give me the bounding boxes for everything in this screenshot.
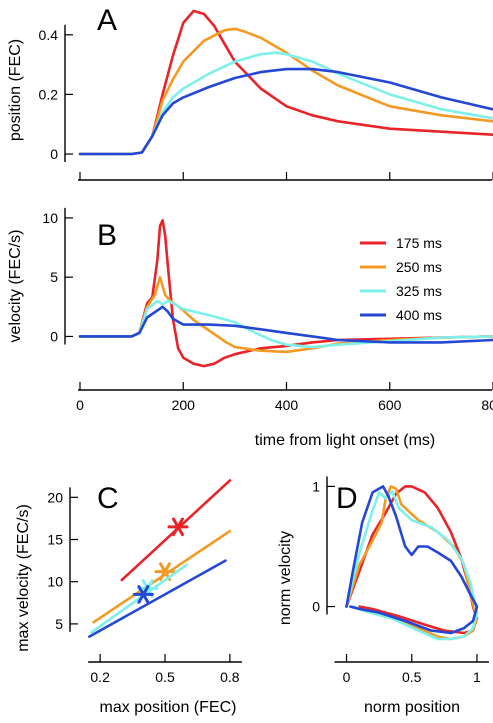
panel-b-ytick-label: 5 [50, 269, 58, 285]
panel-b-series-325ms [78, 299, 493, 349]
panel-d-series-400ms [345, 485, 479, 635]
panel-d-xtick-label: 1 [473, 669, 481, 685]
legend-label-325ms: 325 ms [396, 283, 442, 299]
panel-c-ytick-label: 20 [47, 489, 63, 505]
panel-b-series-400ms [78, 305, 493, 344]
panel-c-xtick-label: 0.2 [90, 669, 110, 685]
panel-c-ytick-label: 15 [47, 532, 63, 548]
legend-label-175ms: 175 ms [396, 235, 442, 251]
panel-b-legend: 175 ms 250 ms 325 ms 400 ms [360, 235, 442, 323]
panel-a-series-175ms [78, 9, 493, 156]
panel-b-axes: 0 5 10 0 200 400 600 800 [42, 207, 493, 413]
panel-b-letter: B [97, 219, 117, 252]
panel-c-xtick-label: 0.5 [155, 669, 175, 685]
panel-d: norm velocity D 0 1 0 0.5 1 norm position [277, 476, 489, 716]
panel-b-xlabel: time from light onset (ms) [255, 432, 435, 449]
panel-a-series [78, 9, 493, 156]
panel-b-xtick-label: 600 [378, 397, 402, 413]
panel-d-xtick-label: 0.5 [402, 669, 422, 685]
panel-c-axes: 5 10 15 20 0.2 0.5 0.8 [47, 487, 242, 685]
panel-d-axes: 0 1 0 0.5 1 [312, 476, 489, 685]
panel-c-marker-175ms [167, 517, 189, 537]
panel-c-letter: C [97, 482, 119, 515]
panel-a: position (FEC) A 0 0.2 0.4 [7, 4, 493, 181]
panel-b-xtick-label: 400 [275, 397, 299, 413]
panel-d-xtick-label: 0 [343, 669, 351, 685]
panel-a-ylabel: position (FEC) [7, 39, 24, 141]
panel-d-xlabel: norm position [364, 699, 460, 716]
panel-d-ylabel: norm velocity [277, 531, 294, 625]
panel-c-series [88, 479, 232, 638]
panel-c-xtick-label: 0.8 [220, 669, 240, 685]
panel-a-ytick-label: 0.4 [39, 27, 59, 43]
legend-label-250ms: 250 ms [396, 259, 442, 275]
panel-c-series-325ms [90, 563, 188, 634]
panel-b-xtick-label: 200 [172, 397, 196, 413]
panel-b-xtick-label: 0 [76, 397, 84, 413]
panel-b-xtick-label: 800 [481, 397, 493, 413]
panel-c-ytick-label: 5 [55, 616, 63, 632]
panel-a-ytick-label: 0 [50, 146, 58, 162]
panel-a-letter: A [97, 4, 117, 37]
panel-c-series-400ms [88, 559, 227, 638]
panel-b-ytick-label: 10 [42, 210, 58, 226]
panel-d-letter: D [336, 482, 358, 515]
panel-c-ylabel: max velocity (FEC/s) [15, 504, 32, 652]
legend-label-400ms: 400 ms [396, 307, 442, 323]
panel-c-marker-400ms [132, 585, 154, 604]
panel-c-ytick-label: 10 [47, 574, 63, 590]
panel-a-ytick-label: 0.2 [39, 86, 59, 102]
panel-d-ytick-label: 1 [312, 478, 320, 494]
panel-b-ylabel: velocity (FEC/s) [7, 230, 24, 343]
panel-c-xlabel: max position (FEC) [100, 699, 237, 716]
panel-d-series [345, 485, 479, 641]
panel-a-series-400ms [78, 67, 493, 156]
panel-b: velocity (FEC/s) B 0 5 10 0 200 400 600 800 175… [7, 207, 493, 449]
panel-d-series-325ms [345, 489, 479, 641]
panel-a-axes: 0 0.2 0.4 [39, 24, 493, 181]
panel-b-ytick-label: 0 [50, 328, 58, 344]
panel-d-ytick-label: 0 [312, 599, 320, 615]
panel-b-series [78, 219, 493, 368]
panel-a-series-250ms [78, 27, 493, 156]
